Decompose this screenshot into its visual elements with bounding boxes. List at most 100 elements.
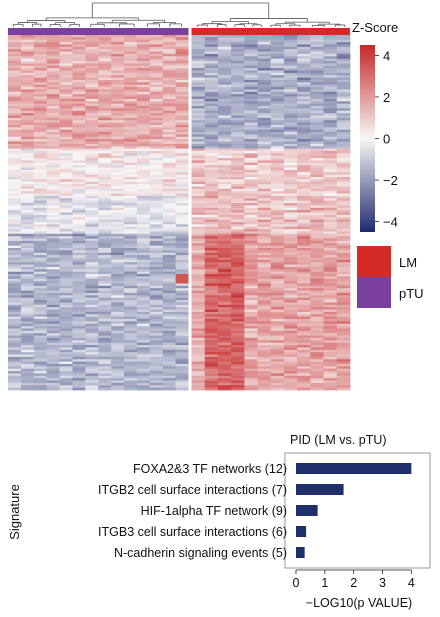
heatmap-cell: [162, 205, 176, 209]
heatmap-cell: [310, 188, 324, 192]
heatmap-cell: [244, 108, 258, 112]
heatmap-cell: [175, 224, 189, 228]
heatmap-cell: [162, 94, 176, 97]
heatmap-cell: [98, 177, 112, 180]
heatmap-cell: [149, 203, 164, 206]
heatmap-cell: [46, 387, 60, 391]
heatmap-cell: [283, 363, 298, 367]
heatmap-cell: [175, 186, 189, 190]
heatmap-cell: [46, 174, 60, 178]
heatmap-cell: [257, 292, 272, 296]
heatmap-cell: [20, 160, 35, 164]
heatmap-cell: [297, 87, 311, 90]
heatmap-cell: [231, 257, 245, 261]
heatmap-cell: [283, 264, 298, 268]
heatmap-cell: [59, 361, 73, 365]
heatmap-cell: [310, 356, 324, 360]
heatmap-cell: [72, 340, 86, 344]
heatmap-cell: [270, 359, 285, 362]
heatmap-cell: [244, 134, 258, 138]
heatmap-cell: [217, 354, 232, 358]
heatmap-cell: [124, 212, 138, 216]
heatmap-cell: [283, 214, 298, 218]
heatmap-cell: [8, 382, 22, 386]
heatmap-cell: [124, 368, 138, 372]
heatmap-cell: [257, 39, 272, 43]
heatmap-cell: [59, 79, 73, 83]
heatmap-cell: [149, 150, 164, 154]
heatmap-cell: [136, 117, 151, 121]
heatmap-cell: [136, 172, 151, 176]
heatmap-cell: [33, 37, 48, 41]
heatmap-cell: [204, 231, 219, 235]
heatmap-cell: [244, 221, 258, 225]
heatmap-cell: [72, 387, 86, 391]
heatmap-cell: [98, 278, 112, 282]
heatmap-cell: [217, 146, 232, 149]
heatmap-cell: [162, 169, 176, 173]
heatmap-cell: [33, 259, 48, 263]
heatmap-cell: [85, 158, 99, 161]
heatmap-cell: [149, 129, 164, 133]
heatmap-cell: [149, 371, 164, 374]
heatmap-cell: [310, 349, 324, 353]
heatmap-cell: [297, 345, 311, 348]
heatmap-cell: [149, 98, 164, 102]
heatmap-cell: [46, 124, 60, 128]
heatmap-cell: [323, 98, 338, 102]
heatmap-cell: [124, 328, 138, 332]
heatmap-cell: [8, 68, 22, 71]
heatmap-cell: [98, 366, 112, 370]
heatmap-cell: [149, 385, 164, 389]
heatmap-cell: [149, 233, 164, 237]
heatmap-cell: [20, 326, 35, 329]
heatmap-cell: [8, 304, 22, 308]
heatmap-cell: [217, 342, 232, 346]
heatmap-cell: [231, 264, 245, 268]
heatmap-cell: [59, 354, 73, 358]
heatmap-cell: [8, 72, 22, 76]
heatmap-cell: [124, 276, 138, 280]
heatmap-cell: [136, 212, 151, 216]
heatmap-cell: [33, 321, 48, 325]
heatmap-cell: [149, 188, 164, 192]
heatmap-cell: [257, 191, 272, 194]
heatmap-cell: [244, 292, 258, 296]
heatmap-cell: [98, 243, 112, 247]
heatmap-cell: [149, 262, 164, 265]
heatmap-cell: [46, 39, 60, 43]
heatmap-cell: [162, 101, 176, 105]
heatmap-cell: [175, 108, 189, 112]
heatmap-cell: [297, 229, 311, 232]
heatmap-cell: [217, 35, 232, 38]
heatmap-cell: [204, 378, 219, 381]
heatmap-cell: [283, 276, 298, 280]
heatmap-cell: [111, 240, 125, 244]
heatmap-cell: [20, 101, 35, 105]
heatmap-cell: [20, 35, 35, 38]
heatmap-cell: [124, 278, 138, 282]
heatmap-cell: [191, 297, 206, 301]
heatmap-cell: [217, 61, 232, 64]
heatmap-cell: [270, 174, 285, 178]
heatmap-cell: [310, 297, 324, 301]
heatmap-cell: [336, 266, 351, 270]
heatmap-cell: [162, 314, 176, 318]
heatmap-cell: [191, 311, 206, 315]
heatmap-cell: [175, 210, 189, 213]
heatmap-cell: [98, 117, 112, 121]
heatmap-cell: [162, 262, 176, 265]
heatmap-cell: [175, 375, 189, 379]
heatmap-cell: [175, 295, 189, 299]
heatmap-cell: [20, 236, 35, 239]
heatmap-cell: [149, 378, 164, 381]
heatmap-cell: [323, 179, 338, 183]
heatmap-cell: [191, 203, 206, 206]
heatmap-cell: [8, 155, 22, 159]
heatmap-cell: [136, 366, 151, 370]
heatmap-cell: [111, 188, 125, 192]
heatmap-cell: [85, 335, 99, 339]
heatmap-cell: [85, 203, 99, 206]
heatmap-cell: [59, 207, 73, 211]
heatmap-cell: [191, 271, 206, 275]
